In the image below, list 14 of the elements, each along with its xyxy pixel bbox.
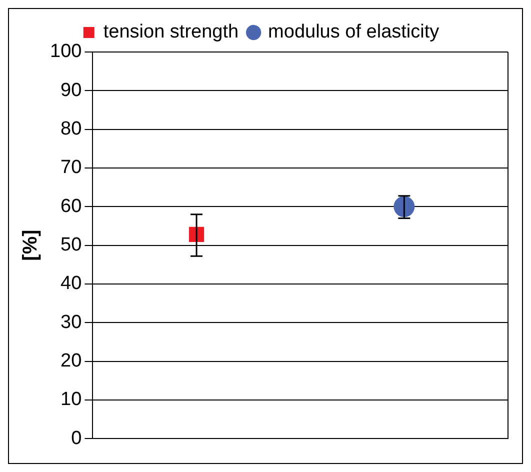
y-tick-label: 0 <box>71 428 82 449</box>
y-tick-label: 10 <box>60 389 82 410</box>
y-tick-label: 70 <box>60 157 82 178</box>
y-tick-label: 50 <box>60 234 82 256</box>
y-tick-label: 20 <box>60 350 82 372</box>
y-tick-label: 60 <box>60 196 82 217</box>
y-tick-label: 90 <box>60 80 82 101</box>
y-axis-title: [%] <box>20 230 42 261</box>
legend-label: tension strength <box>103 22 239 43</box>
legend-label: modulus of elasticity <box>268 22 440 43</box>
y-tick-label: 80 <box>60 118 82 140</box>
y-tick-label: 100 <box>50 41 82 62</box>
y-tick-label: 40 <box>60 273 82 294</box>
y-tick-label: 30 <box>60 312 82 333</box>
